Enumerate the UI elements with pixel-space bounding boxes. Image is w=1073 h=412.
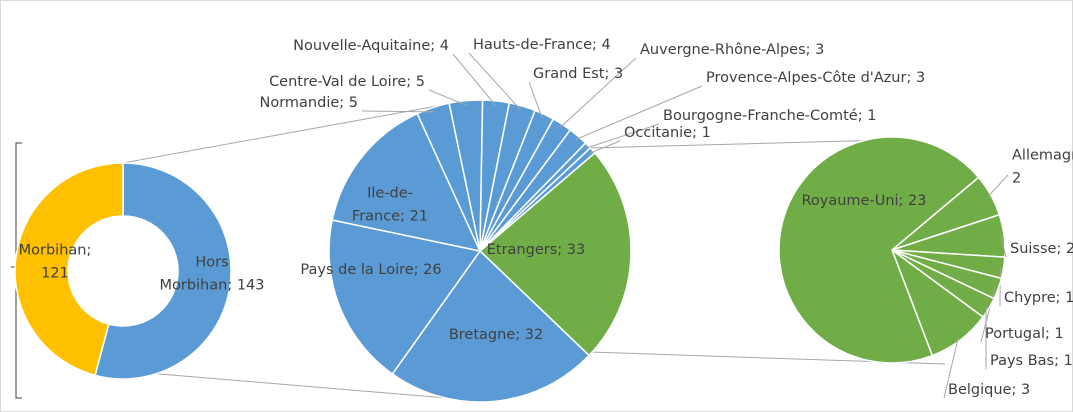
leader-line — [943, 337, 959, 399]
data-label: Ile-de-France; 21 — [352, 186, 428, 225]
data-label: Pays de la Loire; 26 — [300, 262, 441, 278]
data-label: Auvergne-Rhône-Alpes; 3 — [640, 42, 824, 58]
data-label: Royaume-Uni; 23 — [801, 193, 926, 209]
leader-line — [528, 81, 543, 119]
data-label: Belgique; 3 — [948, 382, 1030, 398]
leader-line — [452, 53, 496, 106]
leader-line — [361, 110, 435, 113]
leader-line — [584, 123, 660, 150]
data-label: Morbihan; 121 — [19, 243, 92, 282]
connector — [99, 368, 483, 402]
leader-line — [428, 89, 467, 106]
leader-line — [575, 85, 703, 141]
doughnut-slice — [14, 162, 124, 377]
pie-slice — [331, 112, 482, 253]
data-label: Hauts-de-France; 4 — [473, 37, 611, 53]
data-label: Nouvelle-Aquitaine; 4 — [293, 38, 449, 54]
doughnut-slice — [94, 162, 232, 380]
data-label: Allemagne2 — [1012, 148, 1073, 187]
leader-line — [1000, 236, 1007, 258]
pie-slice — [479, 146, 596, 252]
leader-line — [980, 287, 996, 343]
data-label: Pays Bas; 1 — [990, 353, 1073, 369]
data-label: Hors Morbihan; 143 — [159, 255, 264, 294]
leader-line — [987, 174, 1009, 198]
leader-line — [589, 140, 621, 154]
data-label: Suisse; 2 — [1010, 241, 1073, 257]
data-label: Bourgogne-Franche-Comté; 1 — [663, 108, 876, 124]
connector — [122, 99, 471, 164]
leader-line — [559, 57, 637, 129]
pie-slice — [478, 151, 632, 357]
pie-slice — [778, 136, 980, 364]
data-label: Normandie; 5 — [260, 95, 359, 111]
data-label: Chypre; 1 — [1004, 290, 1073, 306]
data-label: Provence-Alpes-Côte d'Azur; 3 — [706, 70, 925, 86]
data-label: Occitanie; 1 — [624, 125, 711, 141]
data-label: Etrangers; 33 — [487, 242, 585, 258]
pie-slice — [391, 249, 591, 403]
data-label: Bretagne; 32 — [449, 327, 543, 343]
pie-slice — [328, 219, 482, 376]
leader-line — [468, 52, 522, 111]
data-label: Portugal; 1 — [985, 326, 1064, 342]
connector — [589, 139, 889, 149]
data-label: Centre-Val de Loire; 5 — [269, 74, 425, 90]
data-label: Grand Est; 3 — [533, 66, 623, 82]
